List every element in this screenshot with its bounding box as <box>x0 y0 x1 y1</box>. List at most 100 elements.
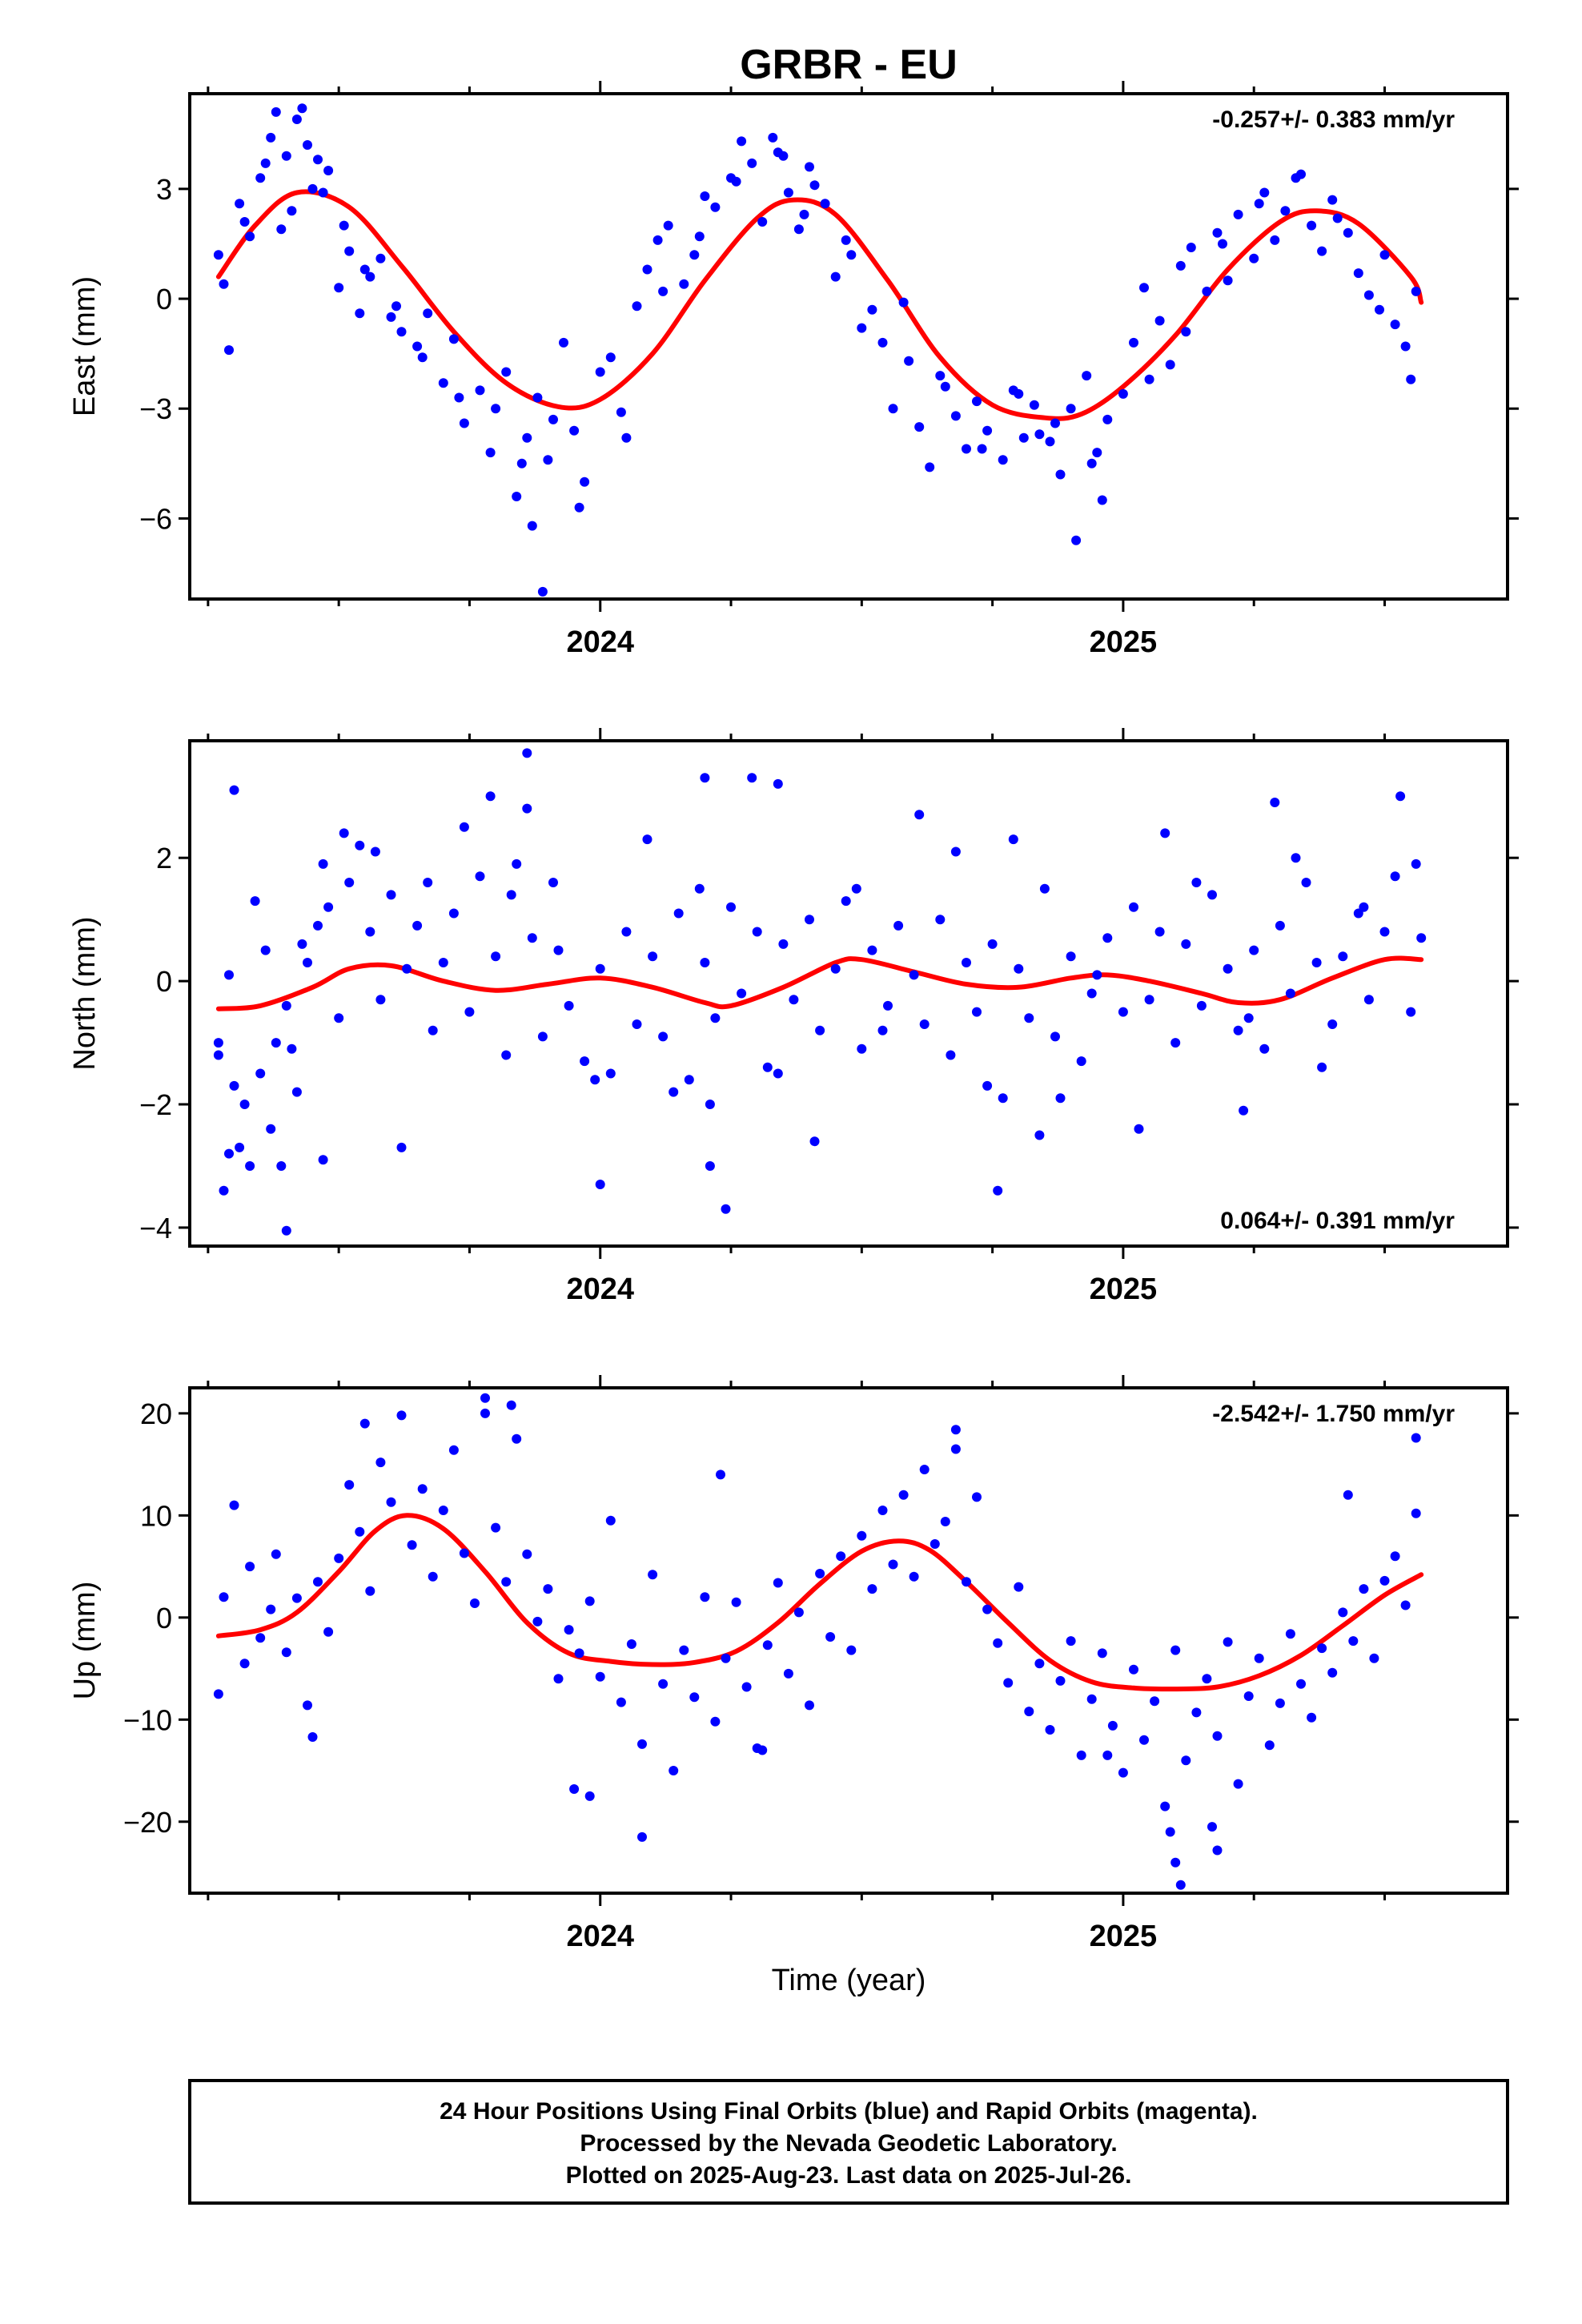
up-data-point <box>721 1653 731 1663</box>
up-data-point <box>564 1625 574 1635</box>
east-data-point <box>658 286 669 296</box>
up-data-point <box>459 1548 469 1558</box>
north-data-point <box>909 970 919 980</box>
north-data-point <box>475 871 485 882</box>
north-data-point <box>412 920 423 931</box>
north-panel: 0.064+/- 0.391 mm/yr North (mm) 2024 202… <box>68 728 1519 1306</box>
east-data-point <box>652 235 663 245</box>
east-data-point <box>757 217 768 227</box>
north-data-point <box>229 785 239 795</box>
up-data-point <box>1390 1551 1400 1562</box>
up-data-point <box>355 1526 365 1537</box>
east-data-point <box>303 140 312 150</box>
up-data-point <box>255 1633 266 1643</box>
north-data-point <box>595 1180 605 1189</box>
north-data-point <box>459 822 469 832</box>
north-data-point <box>700 958 710 967</box>
up-data-point <box>648 1570 658 1580</box>
up-data-point <box>669 1766 679 1775</box>
east-data-point <box>1400 341 1411 352</box>
north-data-point <box>1327 1019 1338 1029</box>
up-data-point <box>689 1692 700 1703</box>
north-data-point <box>1249 945 1259 955</box>
east-data-point <box>972 396 982 407</box>
x-axis-label: Time (year) <box>772 1964 926 1997</box>
up-model-curve <box>215 1513 1424 1692</box>
east-data-point <box>459 418 469 428</box>
north-data-point <box>1066 951 1076 962</box>
north-data-point <box>684 1075 694 1085</box>
up-frame <box>188 1386 1509 1895</box>
north-data-point <box>1191 878 1202 887</box>
up-data-point <box>1275 1698 1285 1708</box>
north-data-point <box>1239 1105 1249 1116</box>
east-data-point <box>213 250 223 260</box>
north-data-point <box>632 1019 642 1029</box>
up-data-point <box>919 1465 930 1474</box>
east-y-tick-label: 0 <box>156 283 172 316</box>
east-y-tick-label: −6 <box>139 502 172 535</box>
east-data-point <box>1082 371 1092 381</box>
north-data-point <box>537 1031 548 1042</box>
north-data-point <box>1406 1007 1416 1017</box>
east-data-point <box>783 187 793 198</box>
east-model-curve <box>215 189 1424 421</box>
up-data-point <box>716 1470 725 1480</box>
east-data-point <box>355 308 365 319</box>
footer-line-3: Plotted on 2025-Aug-23. Last data on 202… <box>566 2162 1132 2189</box>
north-data-point <box>778 939 789 949</box>
north-data-point <box>522 748 532 758</box>
east-data-point <box>224 345 234 356</box>
east-data-point <box>663 220 673 231</box>
up-data-point <box>1170 1645 1181 1655</box>
east-data-point <box>904 356 914 366</box>
east-data-point <box>1212 227 1223 238</box>
north-data-point <box>998 1093 1008 1104</box>
up-data-point <box>700 1592 710 1602</box>
north-data-point <box>762 1062 773 1072</box>
up-data-point <box>213 1689 223 1699</box>
up-data-point <box>313 1577 323 1587</box>
east-data-point <box>1259 187 1270 198</box>
east-data-point <box>391 301 401 312</box>
north-data-point <box>1359 902 1369 912</box>
north-data-point <box>1285 988 1295 999</box>
up-panel: -2.542+/- 1.750 mm/yr Up (mm) 2024 2025 … <box>68 1375 1519 1953</box>
north-data-point <box>375 995 386 1005</box>
up-data-point <box>266 1604 276 1614</box>
up-data-point <box>1118 1767 1128 1778</box>
north-data-point <box>914 810 925 820</box>
east-data-point <box>527 521 537 531</box>
north-data-point <box>548 878 558 887</box>
up-data-point <box>281 1647 291 1658</box>
east-data-point <box>491 404 501 414</box>
east-data-point <box>841 235 851 245</box>
up-ticks <box>179 1375 1519 1906</box>
east-data-point <box>281 151 291 161</box>
east-data-point <box>412 341 423 352</box>
north-y-tick-label: 0 <box>156 965 172 998</box>
north-data-point <box>235 1142 245 1152</box>
east-data-point <box>334 283 344 293</box>
up-data-point <box>783 1668 793 1679</box>
east-data-point <box>417 352 428 363</box>
east-data-point <box>559 337 568 348</box>
north-data-point <box>700 773 710 783</box>
up-data-point <box>1411 1508 1421 1518</box>
up-data-point <box>1369 1653 1379 1663</box>
north-data-point <box>673 908 684 919</box>
north-data-point <box>789 995 799 1005</box>
north-points <box>213 748 1427 1236</box>
up-data-point <box>307 1732 318 1742</box>
east-data-point <box>516 458 527 468</box>
north-data-point <box>303 958 312 967</box>
east-y-tick-label: −3 <box>139 392 172 425</box>
north-data-point <box>1034 1130 1045 1140</box>
east-data-point <box>679 279 689 289</box>
north-data-point <box>705 1161 715 1171</box>
east-data-point <box>219 279 229 289</box>
east-model-line <box>215 189 1424 421</box>
east-data-point <box>1144 374 1154 384</box>
east-data-point <box>799 209 809 219</box>
